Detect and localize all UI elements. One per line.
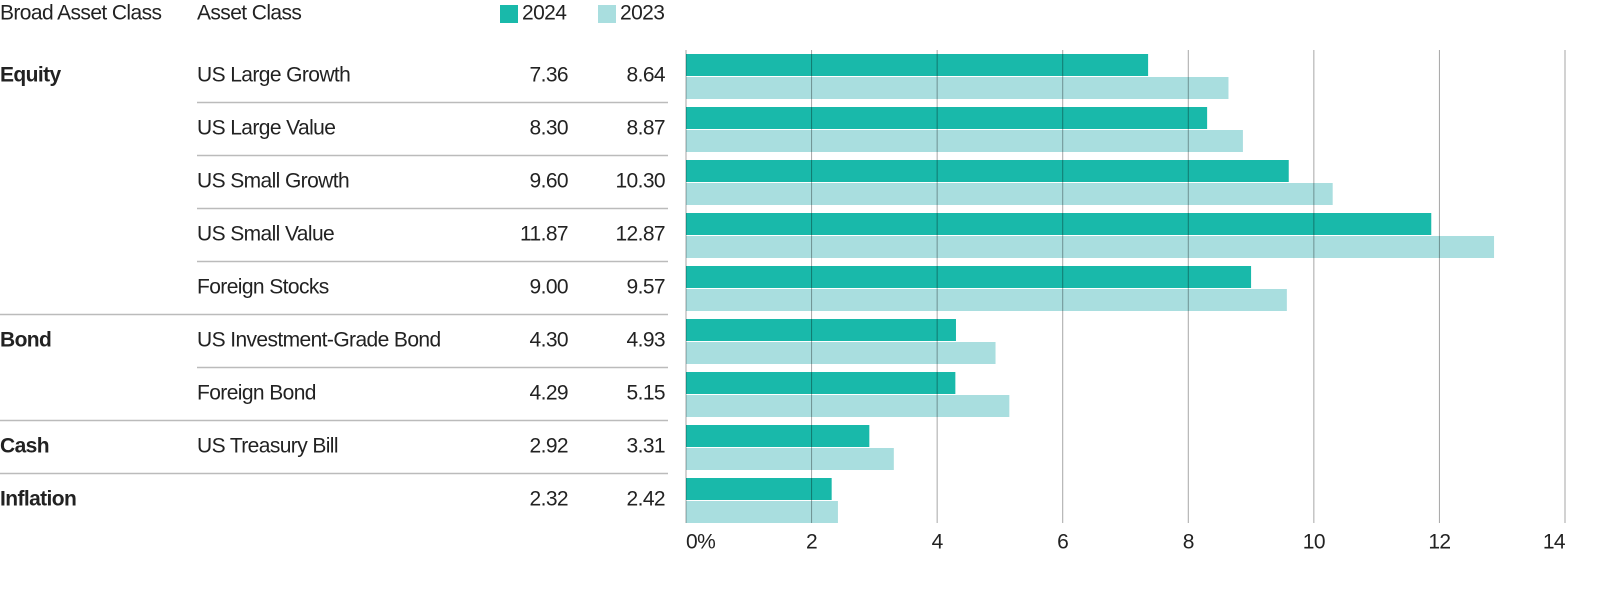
value-label: 2.32 <box>530 488 568 511</box>
bar <box>686 213 1432 235</box>
category-label: Foreign Stocks <box>197 276 329 299</box>
value-label: 2.42 <box>627 488 665 511</box>
bar <box>686 266 1252 288</box>
value-label: 4.29 <box>530 382 568 405</box>
value-label: 10.30 <box>615 170 665 193</box>
bar <box>686 425 870 447</box>
legend-swatch <box>598 5 616 23</box>
x-tick-label: 0% <box>686 531 715 554</box>
bar <box>686 54 1149 76</box>
legend-label: 2023 <box>620 2 664 25</box>
legend-label: 2024 <box>522 2 567 25</box>
group-label: Inflation <box>0 488 76 511</box>
value-label: 8.30 <box>530 117 568 140</box>
x-tick-label: 2 <box>806 531 817 554</box>
x-tick-label: 12 <box>1428 531 1450 554</box>
bar <box>686 478 832 500</box>
value-label: 3.31 <box>627 435 665 458</box>
value-label: 9.57 <box>627 276 665 299</box>
bar <box>686 372 956 394</box>
category-label: US Small Value <box>197 223 334 246</box>
bar <box>686 342 996 364</box>
value-label: 7.36 <box>530 64 568 87</box>
x-tick-label: 4 <box>932 531 944 554</box>
bar <box>686 319 956 341</box>
group-label: Cash <box>0 435 49 458</box>
column-header: Asset Class <box>197 2 301 25</box>
value-label: 4.93 <box>627 329 665 352</box>
category-label: US Large Growth <box>197 64 350 87</box>
bar <box>686 107 1208 129</box>
x-tick-label: 14 <box>1543 531 1566 554</box>
column-header: Broad Asset Class <box>0 2 161 25</box>
category-label: Foreign Bond <box>197 382 316 405</box>
group-label: Bond <box>0 329 51 352</box>
bar <box>686 395 1010 417</box>
value-label: 9.00 <box>530 276 568 299</box>
value-label: 5.15 <box>627 382 665 405</box>
x-tick-label: 10 <box>1303 531 1325 554</box>
bar <box>686 183 1333 205</box>
x-tick-label: 8 <box>1183 531 1194 554</box>
value-label: 4.30 <box>530 329 568 352</box>
value-label: 2.92 <box>530 435 568 458</box>
category-label: US Large Value <box>197 117 335 140</box>
group-label: Equity <box>0 64 61 87</box>
bar <box>686 77 1229 99</box>
value-label: 11.87 <box>520 223 568 246</box>
legend-swatch <box>500 5 518 23</box>
category-label: US Treasury Bill <box>197 435 338 458</box>
bar <box>686 289 1287 311</box>
bar <box>686 448 894 470</box>
category-label: US Small Growth <box>197 170 349 193</box>
category-label: US Investment-Grade Bond <box>197 329 441 352</box>
bar <box>686 160 1289 182</box>
value-label: 8.87 <box>627 117 665 140</box>
bar <box>686 130 1243 152</box>
bar <box>686 501 838 523</box>
value-label: 8.64 <box>627 64 666 87</box>
x-tick-label: 6 <box>1057 531 1068 554</box>
value-label: 9.60 <box>530 170 568 193</box>
bar <box>686 236 1495 258</box>
value-label: 12.87 <box>615 223 665 246</box>
